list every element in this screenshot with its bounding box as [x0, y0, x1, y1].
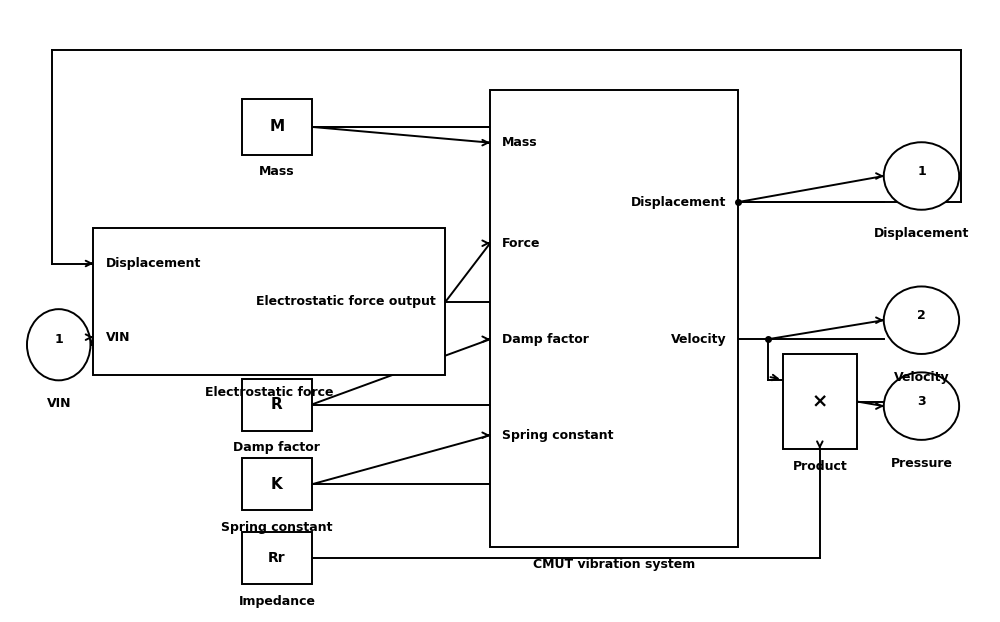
Text: Force: Force — [502, 237, 540, 250]
Ellipse shape — [884, 142, 959, 210]
Text: 2: 2 — [917, 309, 926, 322]
Text: Product: Product — [792, 460, 847, 473]
Text: Damp factor: Damp factor — [233, 442, 320, 454]
FancyBboxPatch shape — [490, 90, 738, 547]
Text: Mass: Mass — [502, 136, 538, 149]
Text: 1: 1 — [917, 165, 926, 178]
Text: Impedance: Impedance — [238, 595, 315, 608]
Text: Spring constant: Spring constant — [502, 429, 613, 442]
Text: Displacement: Displacement — [106, 257, 202, 270]
Text: Velocity: Velocity — [670, 333, 726, 346]
Ellipse shape — [27, 309, 90, 380]
Ellipse shape — [884, 373, 959, 440]
Text: Electrostatic force output: Electrostatic force output — [256, 295, 436, 309]
Text: VIN: VIN — [106, 331, 131, 343]
Text: Mass: Mass — [259, 165, 295, 178]
FancyBboxPatch shape — [242, 532, 312, 584]
Text: Pressure: Pressure — [890, 457, 952, 470]
Text: Velocity: Velocity — [894, 371, 949, 384]
Text: ×: × — [812, 392, 828, 411]
Text: Rr: Rr — [268, 551, 286, 565]
FancyBboxPatch shape — [93, 228, 445, 376]
Text: CMUT vibration system: CMUT vibration system — [533, 558, 695, 571]
Ellipse shape — [884, 287, 959, 354]
Text: R: R — [271, 397, 283, 412]
Text: Displacement: Displacement — [631, 195, 726, 208]
Text: 1: 1 — [54, 333, 63, 346]
Text: Displacement: Displacement — [874, 226, 969, 239]
FancyBboxPatch shape — [242, 100, 312, 154]
Text: K: K — [271, 477, 283, 492]
Text: Electrostatic force: Electrostatic force — [205, 386, 334, 399]
Text: 3: 3 — [917, 395, 926, 407]
FancyBboxPatch shape — [242, 379, 312, 430]
FancyBboxPatch shape — [242, 458, 312, 511]
Text: Damp factor: Damp factor — [502, 333, 589, 346]
FancyBboxPatch shape — [783, 354, 857, 449]
Text: M: M — [269, 119, 284, 134]
Text: VIN: VIN — [46, 397, 71, 410]
Text: Spring constant: Spring constant — [221, 521, 333, 534]
